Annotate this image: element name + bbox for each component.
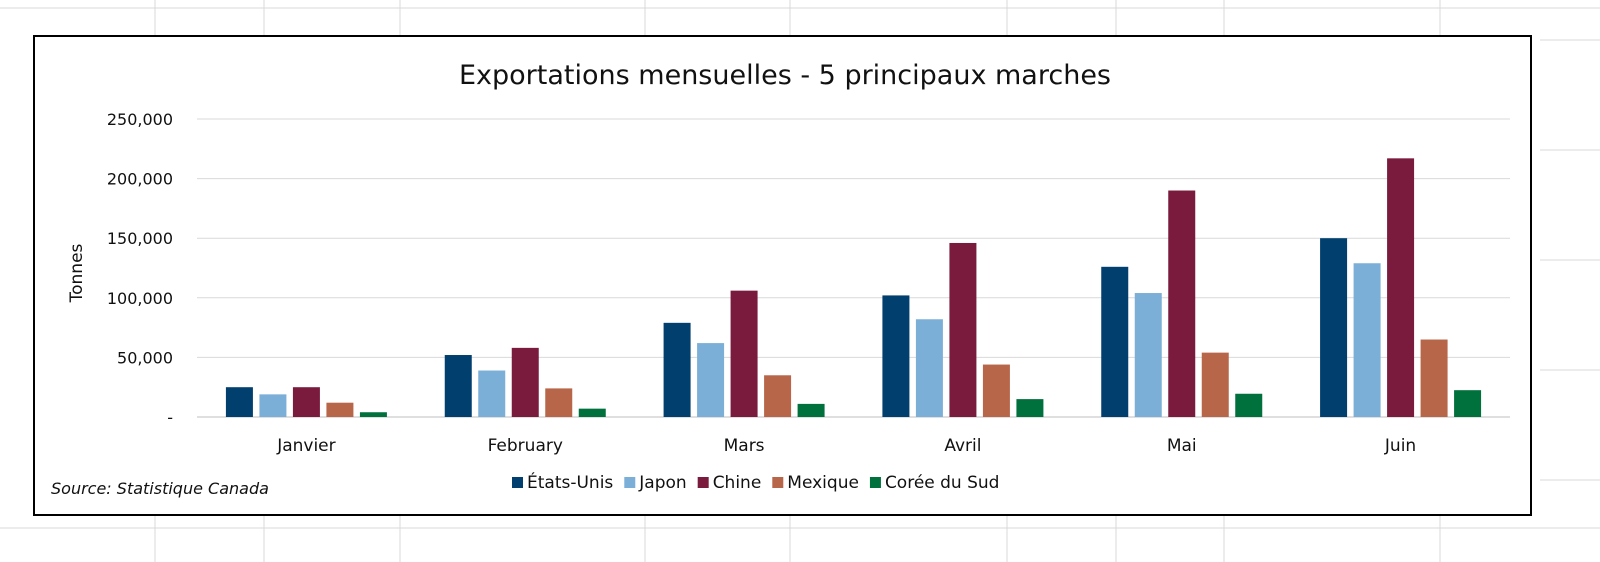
chart-title: Exportations mensuelles - 5 principaux m… [459,60,1111,91]
y-tick-label: 150,000 [107,229,173,248]
legend-label: États-Unis [527,471,613,493]
x-tick-label: Janvier [276,436,335,456]
legend-label: Mexique [787,473,859,493]
bar-janvier-2 [292,387,320,417]
y-tick-label: 50,000 [117,348,173,367]
x-axis-ticks: Janvier February Mars Avril Mai Juin [276,436,1416,456]
bar-avril-4 [1016,399,1044,417]
x-tick-label: Juin [1384,436,1416,456]
bar-mars-2 [730,290,758,417]
bar-juin-0 [1320,238,1348,417]
bar-mai-1 [1134,293,1162,417]
bar-juin-2 [1387,158,1415,417]
chart-container: Exportations mensuelles - 5 principaux m… [33,35,1532,516]
bar-juin-4 [1454,390,1482,417]
bar-mai-3 [1201,352,1229,417]
y-tick-label: 200,000 [107,170,173,189]
bar-avril-1 [915,319,943,417]
chart-canvas: Exportations mensuelles - 5 principaux m… [51,60,1510,498]
bar-avril-2 [949,242,977,417]
bar-february-2 [511,347,539,417]
legend: États-Unis Japon Chine Mexique Corée du Sud [512,471,999,493]
x-tick-label: Avril [944,436,981,456]
bar-avril-3 [982,364,1010,417]
gridlines [197,118,1510,418]
bar-juin-1 [1353,263,1381,417]
bar-mai-2 [1168,190,1196,417]
bar-janvier-0 [225,387,253,417]
bar-february-3 [545,388,573,417]
legend-label: Chine [713,473,762,493]
legend-swatch [772,477,784,488]
bar-janvier-3 [326,402,354,417]
legend-swatch [869,477,881,488]
x-tick-label: Mars [724,436,765,456]
y-tick-label: - [167,408,173,427]
source-note: Source: Statistique Canada [51,479,269,498]
legend-swatch [512,477,523,488]
y-tick-label: 250,000 [107,110,173,129]
legend-swatch [697,477,709,488]
bar-avril-0 [882,295,910,417]
bar-february-1 [478,370,506,417]
bar-mai-4 [1235,393,1263,417]
bar-february-4 [578,408,606,417]
bar-mars-4 [797,403,825,417]
bar-mars-0 [663,322,691,417]
bar-mars-3 [764,375,792,417]
bar-mai-0 [1101,266,1129,417]
legend-swatch [624,477,636,488]
y-tick-label: 100,000 [107,289,173,308]
bar-janvier-4 [359,412,387,417]
y-axis-ticks: - 50,000 100,000 150,000 200,000 250,000 [107,110,173,427]
bar-mars-1 [697,343,725,417]
bar-juin-3 [1420,339,1448,417]
bars [225,158,1482,417]
legend-label: Corée du Sud [885,473,1000,493]
bar-february-0 [444,355,472,417]
y-axis-label: Tonnes [67,243,87,303]
x-tick-label: February [488,436,563,456]
legend-label: Japon [638,473,686,493]
bar-janvier-1 [259,394,287,417]
x-tick-label: Mai [1167,436,1197,456]
